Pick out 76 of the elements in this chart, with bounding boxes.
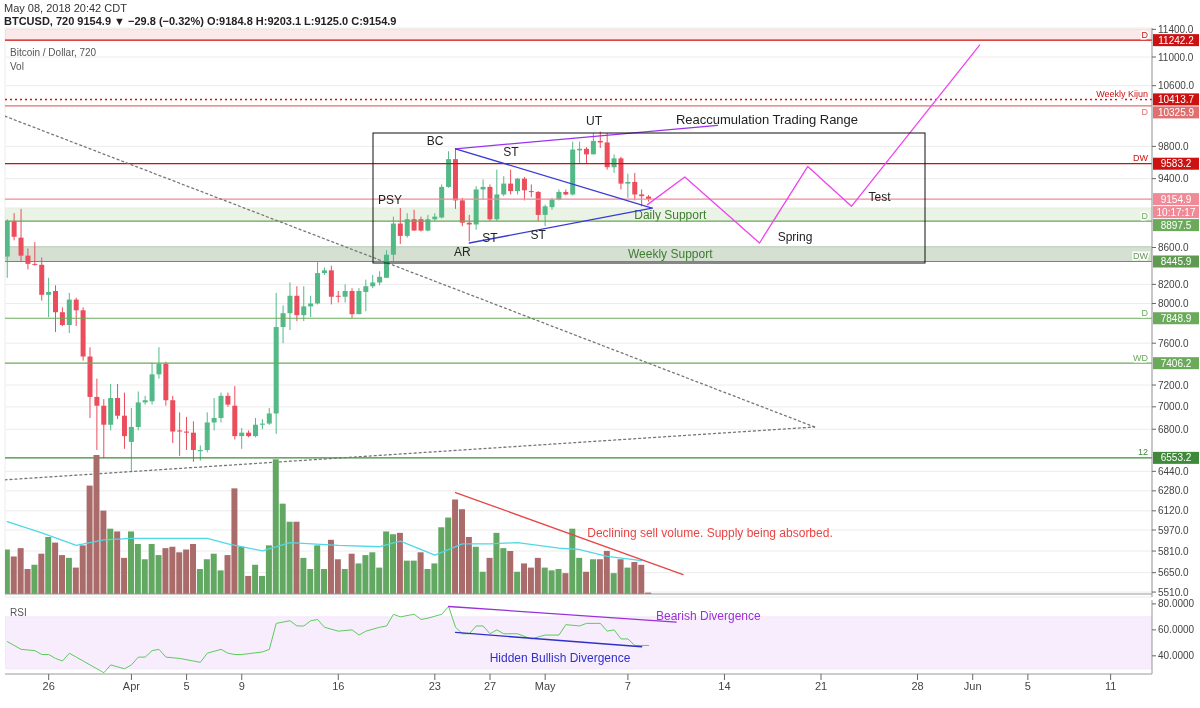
text: 6553.2 — [1160, 452, 1192, 464]
text: 7406.2 — [1160, 357, 1192, 369]
y-tick-label: 9400.0 — [1158, 173, 1190, 185]
ref-line-label: D — [1141, 29, 1149, 40]
x-tick-label: 26 — [42, 679, 55, 692]
x-tick-label: 11 — [1104, 679, 1117, 692]
text: 7848.9 — [1160, 312, 1192, 324]
text: 9154.9 — [1160, 193, 1192, 205]
x-tick-label: Jun — [963, 679, 982, 692]
ref-line-label: D — [1141, 307, 1149, 318]
y-tick-label: 8200.0 — [1158, 278, 1190, 290]
annotation: BC — [426, 134, 444, 148]
x-tick-label: 5 — [183, 679, 190, 692]
x-tick-label: 28 — [911, 679, 924, 692]
annotation: Declining sell volume. Supply being absorbed. — [587, 526, 833, 540]
y-tick-label: 9800.0 — [1158, 140, 1190, 152]
y-tick-label: 7600.0 — [1158, 337, 1190, 349]
y-tick-label: 5970.0 — [1158, 524, 1190, 536]
x-tick-label: 23 — [428, 679, 441, 692]
y-tick-label: 10600.0 — [1158, 80, 1195, 92]
y-tick-label: 11000.0 — [1158, 51, 1194, 63]
x-tick-label: 9 — [238, 679, 245, 692]
x-tick-label: May — [534, 679, 557, 692]
ref-line-label: DW — [1133, 250, 1149, 261]
text: 10325.9 — [1157, 106, 1195, 118]
y-tick-label: 6120.0 — [1158, 505, 1190, 517]
ref-line-label: DW — [1133, 153, 1149, 164]
text: 10413.7 — [1157, 93, 1195, 105]
text: 11242.2 — [1158, 34, 1195, 46]
x-tick-label: 5 — [1024, 679, 1031, 692]
text: May 08, 2018 20:42 CDT — [4, 2, 127, 14]
y-tick-label: 7200.0 — [1158, 379, 1190, 391]
annotation: UT — [586, 114, 603, 128]
annotation: PSY — [378, 193, 403, 208]
y-tick-label: 7000.0 — [1158, 401, 1190, 413]
band-label: Daily Support — [634, 207, 707, 222]
ref-line-label: WD — [1133, 352, 1149, 363]
text: Bitcoin / Dollar, 720 — [10, 47, 97, 58]
annotation: ST — [503, 145, 520, 159]
text: 8897.5 — [1160, 219, 1192, 231]
y-tick-label: 6280.0 — [1158, 485, 1190, 497]
annotation: Hidden Bullish Divergence — [489, 651, 631, 665]
chart-title: Vol — [10, 61, 24, 72]
annotation: AR — [454, 245, 472, 260]
y-tick-label: 60.0000 — [1158, 624, 1195, 636]
y-tick-label: 8600.0 — [1158, 242, 1190, 254]
y-tick-label: 11400.0 — [1158, 23, 1194, 35]
ref-line-label: D — [1141, 106, 1149, 117]
annotation: ST — [530, 228, 547, 242]
annotation: 12 — [1137, 447, 1148, 457]
annotation: Bearish Divergence — [656, 608, 762, 623]
annotation: Spring — [777, 230, 813, 244]
y-tick-label: 8000.0 — [1158, 298, 1190, 310]
x-tick-label: 27 — [483, 679, 497, 692]
x-tick-label: 14 — [718, 679, 731, 692]
y-tick-label: 80.0000 — [1158, 598, 1195, 610]
annotation: Test — [868, 189, 892, 204]
y-tick-label: 5510.0 — [1158, 586, 1190, 598]
chart-subtitle: BTCUSD, 720 9154.9 ▼ −29.8 (−0.32%) O:9184.8 H:9203.1 L:9125.0 C:9154.9 — [4, 15, 397, 27]
annotation: Reaccumulation Trading Range — [675, 112, 859, 127]
ref-line-label: Weekly Kijun — [1096, 88, 1148, 99]
x-tick-label: 16 — [332, 679, 345, 692]
text: 10:17:17 — [1156, 206, 1196, 218]
y-tick-label: 6440.0 — [1158, 465, 1190, 477]
y-tick-label: 5650.0 — [1158, 567, 1190, 579]
text: RSI — [10, 607, 27, 618]
y-tick-label: 40.0000 — [1158, 650, 1195, 662]
text: 8445.9 — [1160, 255, 1192, 267]
x-tick-label: 7 — [624, 679, 631, 692]
ref-line-label: D — [1141, 210, 1149, 221]
text: 9583.2 — [1160, 158, 1192, 170]
x-tick-label: Apr — [122, 679, 141, 692]
y-tick-label: 6800.0 — [1158, 423, 1190, 435]
x-tick-label: 21 — [814, 679, 828, 692]
y-tick-label: 5810.0 — [1158, 545, 1190, 557]
band-label: Weekly Support — [628, 247, 714, 262]
